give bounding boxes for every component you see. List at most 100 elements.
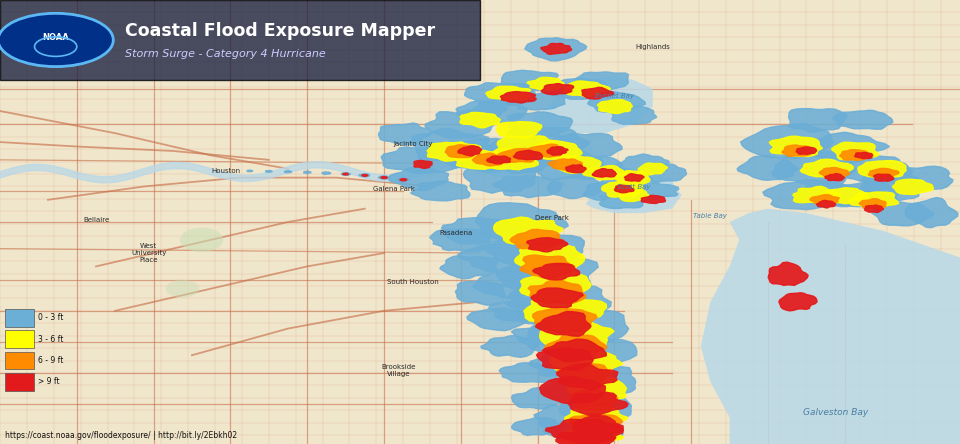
Polygon shape	[819, 167, 850, 179]
Polygon shape	[492, 175, 563, 198]
Polygon shape	[543, 377, 608, 406]
Polygon shape	[476, 139, 563, 173]
Polygon shape	[559, 395, 632, 425]
Polygon shape	[514, 150, 542, 160]
Polygon shape	[455, 281, 505, 305]
Polygon shape	[472, 153, 507, 166]
Polygon shape	[445, 145, 478, 158]
Polygon shape	[425, 110, 496, 139]
Polygon shape	[247, 170, 252, 172]
Text: Jacinto City: Jacinto City	[393, 141, 433, 147]
Polygon shape	[397, 178, 410, 182]
Polygon shape	[411, 181, 470, 201]
Polygon shape	[564, 425, 624, 444]
Polygon shape	[831, 142, 879, 160]
Polygon shape	[501, 70, 559, 91]
Polygon shape	[582, 87, 613, 99]
Polygon shape	[499, 363, 557, 382]
Polygon shape	[821, 188, 869, 204]
Text: Highlands: Highlands	[636, 44, 670, 50]
Polygon shape	[515, 245, 585, 273]
Ellipse shape	[180, 227, 223, 252]
Polygon shape	[544, 78, 608, 99]
Polygon shape	[833, 110, 893, 129]
Polygon shape	[905, 198, 958, 228]
Polygon shape	[547, 147, 568, 155]
Polygon shape	[542, 339, 607, 362]
Polygon shape	[510, 230, 564, 250]
Polygon shape	[528, 280, 586, 304]
Polygon shape	[489, 297, 568, 324]
Polygon shape	[458, 243, 535, 272]
Polygon shape	[789, 109, 847, 132]
Polygon shape	[483, 233, 585, 266]
Polygon shape	[602, 181, 643, 197]
Bar	[5, 352, 34, 369]
Polygon shape	[781, 145, 811, 156]
Polygon shape	[555, 155, 601, 173]
Bar	[5, 309, 34, 327]
Polygon shape	[540, 322, 614, 353]
Polygon shape	[552, 364, 636, 399]
Polygon shape	[545, 419, 623, 444]
Polygon shape	[524, 293, 607, 328]
Polygon shape	[618, 189, 649, 202]
Polygon shape	[536, 312, 591, 336]
Text: Coastal Flood Exposure Mapper: Coastal Flood Exposure Mapper	[125, 22, 435, 40]
Polygon shape	[768, 262, 808, 285]
Text: Scott Bay: Scott Bay	[617, 183, 650, 190]
Polygon shape	[796, 147, 817, 154]
Polygon shape	[569, 157, 623, 179]
Polygon shape	[400, 178, 407, 181]
Polygon shape	[343, 173, 348, 175]
Polygon shape	[810, 194, 839, 205]
Polygon shape	[389, 166, 448, 191]
Polygon shape	[458, 146, 481, 156]
Polygon shape	[547, 134, 622, 160]
Polygon shape	[520, 255, 575, 278]
Polygon shape	[636, 164, 686, 182]
Polygon shape	[442, 217, 518, 244]
Bar	[5, 373, 34, 391]
Polygon shape	[825, 174, 845, 181]
Polygon shape	[362, 174, 368, 176]
Polygon shape	[472, 98, 527, 123]
Polygon shape	[266, 170, 273, 172]
Polygon shape	[303, 171, 311, 174]
Polygon shape	[614, 154, 669, 172]
Polygon shape	[508, 112, 572, 137]
Polygon shape	[560, 431, 609, 444]
Polygon shape	[547, 175, 610, 198]
Polygon shape	[801, 159, 853, 178]
Polygon shape	[641, 195, 665, 203]
Polygon shape	[504, 281, 612, 324]
Polygon shape	[496, 256, 598, 294]
Polygon shape	[763, 179, 847, 210]
Polygon shape	[548, 159, 583, 170]
Bar	[5, 330, 34, 348]
Ellipse shape	[165, 280, 200, 297]
Polygon shape	[542, 418, 623, 444]
Polygon shape	[565, 165, 586, 173]
Polygon shape	[440, 256, 498, 279]
Polygon shape	[840, 150, 872, 160]
Text: Galveston Bay: Galveston Bay	[803, 408, 868, 417]
Polygon shape	[498, 148, 540, 162]
Polygon shape	[638, 163, 667, 175]
Polygon shape	[615, 170, 650, 185]
Polygon shape	[359, 174, 370, 177]
Polygon shape	[874, 174, 894, 181]
Polygon shape	[544, 334, 607, 359]
Polygon shape	[460, 112, 500, 128]
Text: Deer Park: Deer Park	[535, 214, 569, 221]
Text: Galena Park: Galena Park	[372, 186, 415, 192]
Text: Bellaire: Bellaire	[83, 217, 109, 223]
Polygon shape	[570, 390, 618, 410]
Polygon shape	[850, 192, 899, 208]
Polygon shape	[569, 413, 623, 431]
Polygon shape	[473, 270, 547, 298]
Polygon shape	[572, 416, 622, 437]
Polygon shape	[597, 99, 633, 114]
Polygon shape	[456, 101, 508, 120]
Polygon shape	[530, 140, 582, 160]
